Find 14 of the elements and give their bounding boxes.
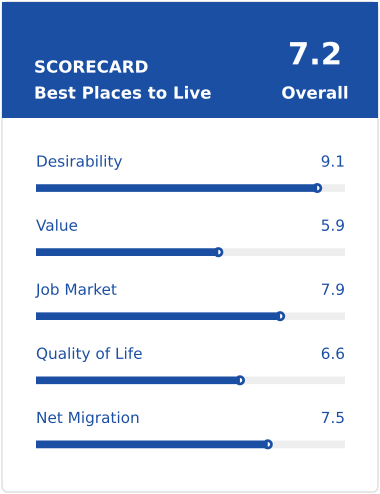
chart-subtitle: Best Places to Live — [36, 86, 211, 99]
y-tick-label: Job Market — [35, 283, 117, 298]
y-tick-label: Quality of Life — [36, 347, 142, 362]
text: Overall — [282, 86, 348, 99]
data-label: 7.5 — [322, 412, 344, 424]
y-tick-label: Desirability — [38, 155, 122, 170]
data-label: 5.9 — [322, 219, 344, 231]
data-label: 9.1 — [322, 155, 344, 167]
chart-title: SCORECARD — [35, 60, 148, 73]
data-label: 7.9 — [322, 283, 344, 296]
text: 7.2 — [290, 42, 340, 64]
y-tick-label: Net Migration — [38, 411, 138, 426]
data-label: 6.6 — [322, 348, 344, 360]
y-tick-label: Value — [36, 219, 78, 231]
